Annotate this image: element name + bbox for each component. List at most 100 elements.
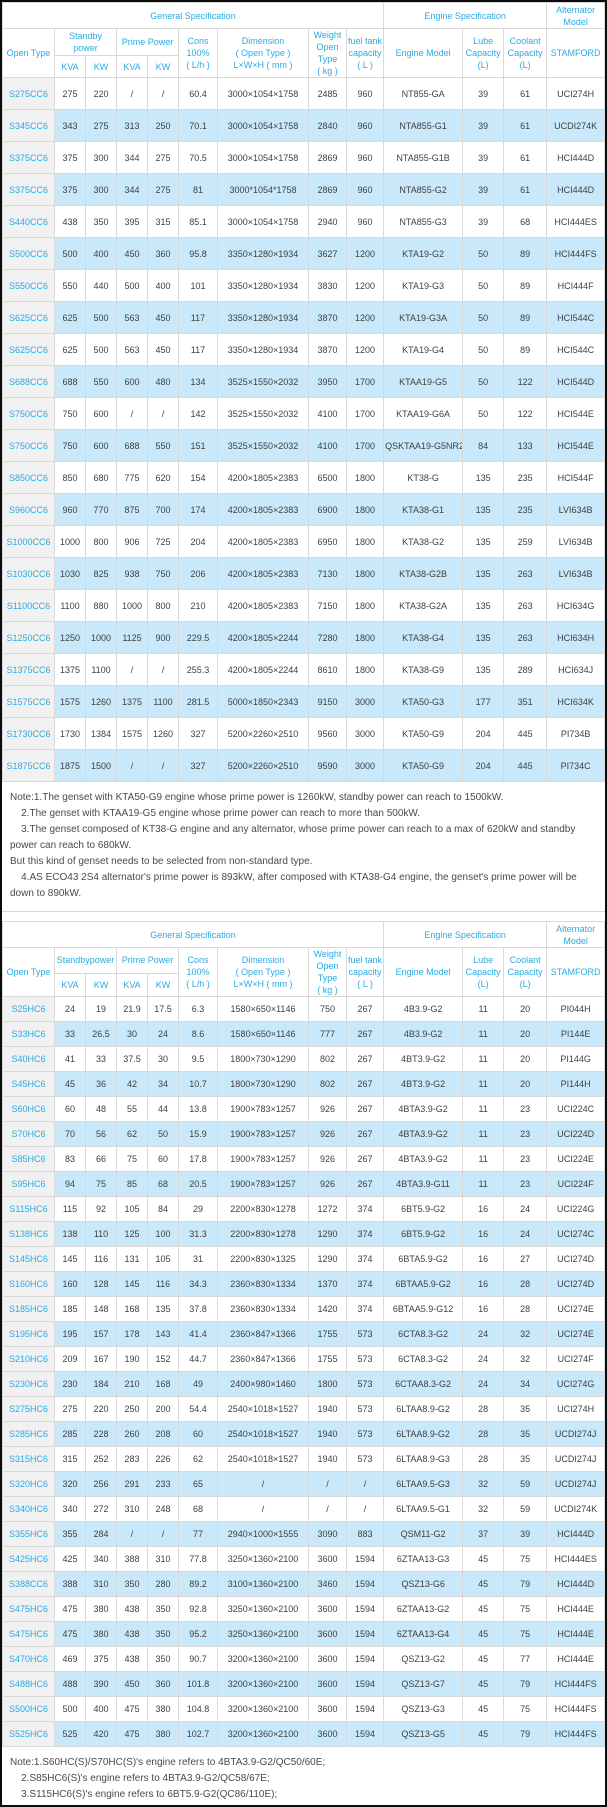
spec-cell: HCI444D (546, 141, 605, 174)
model-link[interactable]: S475HC6 (2, 1596, 55, 1622)
model-link[interactable]: S345CC6 (2, 109, 55, 142)
spec-cell: 28 (462, 1396, 505, 1422)
model-link[interactable]: S33HC6 (2, 1021, 55, 1047)
spec-cell: 2485 (308, 77, 347, 110)
spec-cell: / (116, 653, 148, 686)
model-link[interactable]: S1875CC6 (2, 749, 55, 782)
model-link[interactable]: S625CC6 (2, 301, 55, 334)
model-link[interactable]: S625CC6 (2, 333, 55, 366)
spec-cell: 350 (116, 1571, 148, 1597)
spec-cell: QSM11-G2 (383, 1521, 464, 1547)
spec-cell: 1575 (54, 685, 86, 718)
model-link[interactable]: S275HC6 (2, 1396, 55, 1422)
spec-cell: 11 (462, 1021, 505, 1047)
model-link[interactable]: S960CC6 (2, 493, 55, 526)
spec-cell: 59 (503, 1471, 548, 1497)
model-link[interactable]: S340HC6 (2, 1496, 55, 1522)
model-link[interactable]: S40HC6 (2, 1046, 55, 1072)
model-link[interactable]: S1375CC6 (2, 653, 55, 686)
spec-cell: 7130 (308, 557, 347, 590)
spec-cell: 16 (462, 1196, 505, 1222)
spec-cell: UCI274D (546, 1271, 605, 1297)
spec-cell: 8.6 (178, 1021, 218, 1047)
model-link[interactable]: S470HC6 (2, 1646, 55, 1672)
spec-cell: 101.8 (178, 1671, 218, 1697)
spec-cell: 15.9 (178, 1121, 218, 1147)
model-link[interactable]: S25HC6 (2, 996, 55, 1022)
spec-cell: 310 (116, 1496, 148, 1522)
model-link[interactable]: S488HC6 (2, 1671, 55, 1697)
spec-cell: 926 (308, 1146, 347, 1172)
spec-cell: 1125 (116, 621, 148, 654)
spec-cell: 75 (503, 1621, 548, 1647)
spec-cell: 475 (54, 1596, 86, 1622)
model-link[interactable]: S115HC6 (2, 1196, 55, 1222)
model-link[interactable]: S355HC6 (2, 1521, 55, 1547)
model-link[interactable]: S210HC6 (2, 1346, 55, 1372)
model-link[interactable]: S1030CC6 (2, 557, 55, 590)
model-link[interactable]: S138HC6 (2, 1221, 55, 1247)
model-link[interactable]: S475HC6 (2, 1621, 55, 1647)
spec-cell: 4200×1805×2244 (217, 653, 309, 686)
spec-cell: 475 (116, 1696, 148, 1722)
model-link[interactable]: S425HC6 (2, 1546, 55, 1572)
spec-cell: 255.3 (178, 653, 218, 686)
spec-cell: 445 (503, 717, 548, 750)
model-link[interactable]: S45HC6 (2, 1071, 55, 1097)
spec-cell: 45 (462, 1721, 505, 1747)
column-header-standby: Standbypower (54, 947, 117, 974)
model-link[interactable]: S95HC6 (2, 1171, 55, 1197)
model-link[interactable]: S440CC6 (2, 205, 55, 238)
spec-cell: 10.7 (178, 1071, 218, 1097)
model-link[interactable]: S275CC6 (2, 77, 55, 110)
model-link[interactable]: S750CC6 (2, 429, 55, 462)
model-link[interactable]: S85HC6 (2, 1146, 55, 1172)
model-link[interactable]: S230HC6 (2, 1371, 55, 1397)
model-link[interactable]: S500CC6 (2, 237, 55, 270)
model-link[interactable]: S375CC6 (2, 173, 55, 206)
spec-cell: 23 (503, 1121, 548, 1147)
model-link[interactable]: S315HC6 (2, 1446, 55, 1472)
model-link[interactable]: S145HC6 (2, 1246, 55, 1272)
spec-cell: 400 (147, 269, 179, 302)
model-link[interactable]: S70HC6 (2, 1121, 55, 1147)
spec-cell: 850 (54, 461, 86, 494)
model-link[interactable]: S500HC6 (2, 1696, 55, 1722)
model-link[interactable]: S550CC6 (2, 269, 55, 302)
model-link[interactable]: S850CC6 (2, 461, 55, 494)
model-link[interactable]: S185HC6 (2, 1296, 55, 1322)
model-link[interactable]: S750CC6 (2, 397, 55, 430)
spec-cell: 550 (147, 429, 179, 462)
model-link[interactable]: S375CC6 (2, 141, 55, 174)
model-link[interactable]: S688CC6 (2, 365, 55, 398)
spec-cell: 11 (462, 1146, 505, 1172)
spec-cell: 275 (54, 77, 86, 110)
model-link[interactable]: S285HC6 (2, 1421, 55, 1447)
spec-cell: 3200×1360×2100 (217, 1646, 309, 1672)
model-link[interactable]: S388CC6 (2, 1571, 55, 1597)
spec-cell: 61 (503, 109, 548, 142)
model-link[interactable]: S1000CC6 (2, 525, 55, 558)
model-link[interactable]: S60HC6 (2, 1096, 55, 1122)
model-link[interactable]: S1575CC6 (2, 685, 55, 718)
spec-cell: 16 (462, 1246, 505, 1272)
model-link[interactable]: S1250CC6 (2, 621, 55, 654)
spec-cell: 50 (462, 301, 505, 334)
model-link[interactable]: S195HC6 (2, 1321, 55, 1347)
unit-header-kva: KVA (116, 55, 148, 78)
spec-cell: 39 (462, 109, 505, 142)
spec-cell: 79 (503, 1721, 548, 1747)
spec-cell: / (147, 1521, 179, 1547)
spec-cell: 259 (503, 525, 548, 558)
spec-cell: 105 (147, 1246, 179, 1272)
model-link[interactable]: S320HC6 (2, 1471, 55, 1497)
spec-cell: / (116, 397, 148, 430)
spec-cell: 59 (503, 1496, 548, 1522)
spec-cell: LVI634B (546, 493, 605, 526)
spec-cell: 1875 (54, 749, 86, 782)
model-link[interactable]: S1730CC6 (2, 717, 55, 750)
model-link[interactable]: S160HC6 (2, 1271, 55, 1297)
model-link[interactable]: S1100CC6 (2, 589, 55, 622)
spec-cell: 5000×1850×2343 (217, 685, 309, 718)
model-link[interactable]: S525HC6 (2, 1721, 55, 1747)
